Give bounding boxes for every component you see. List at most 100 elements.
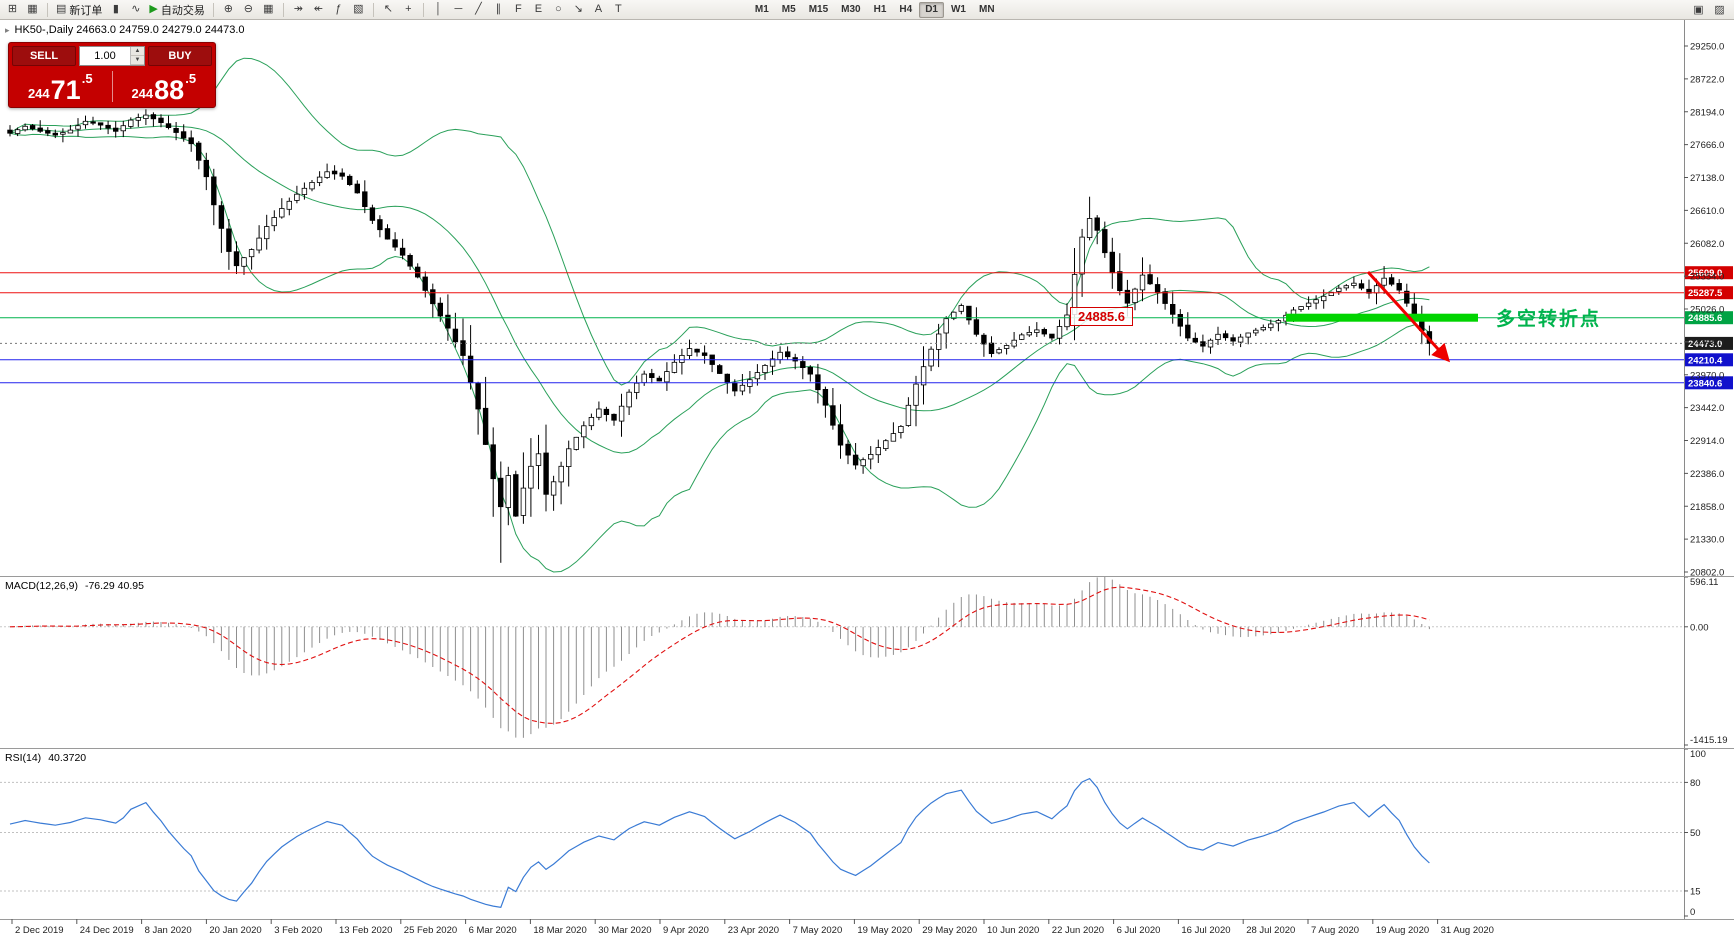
- profiles-button[interactable]: ▦: [23, 1, 42, 18]
- highlight-band[interactable]: [1286, 313, 1478, 322]
- arrows-button[interactable]: ↘: [569, 1, 588, 18]
- timeframe-h4-button[interactable]: H4: [893, 2, 918, 18]
- price-axis-label: 26082.0: [1690, 239, 1724, 250]
- macd-axis-label: 596.11: [1690, 577, 1718, 588]
- price-axis-label: 24498.0: [1690, 337, 1724, 348]
- sell-price[interactable]: 244 71.5: [27, 71, 93, 105]
- price-level-box[interactable]: 24885.6: [1070, 307, 1133, 326]
- zoom-out-button[interactable]: ⊖: [239, 1, 258, 18]
- time-axis-label: 8 Jan 2020: [145, 925, 192, 936]
- chart-line-button[interactable]: ∿: [126, 1, 145, 18]
- buy-price[interactable]: 244 88.5: [131, 71, 197, 105]
- time-axis-label: 19 Aug 2020: [1376, 925, 1429, 936]
- rsi-axis-label: 100: [1690, 749, 1706, 760]
- auto-scroll-button[interactable]: ↠: [289, 1, 308, 18]
- text-button[interactable]: A: [589, 1, 608, 18]
- timeframe-d1-button[interactable]: D1: [919, 1, 944, 18]
- vertical-line-icon: │: [434, 3, 442, 15]
- price-axis-label: 23442.0: [1690, 403, 1724, 414]
- vertical-line-button[interactable]: │: [429, 1, 448, 18]
- time-axis-label: 10 Jun 2020: [987, 925, 1039, 936]
- price-axis-label: 23970.0: [1690, 370, 1724, 381]
- price-badge-label: 25609.0: [1688, 268, 1722, 279]
- time-axis-label: 16 Jul 2020: [1181, 925, 1230, 936]
- text-icon: A: [594, 3, 603, 15]
- horizontal-line-icon: ─: [454, 3, 463, 15]
- trend-arrow[interactable]: [1366, 270, 1451, 363]
- time-axis[interactable]: 2 Dec 2019 24 Dec 2019 8 Jan 2020 20 Jan 20…: [11, 919, 1494, 936]
- time-axis-label: 6 Jul 2020: [1117, 925, 1161, 936]
- turning-point-label[interactable]: 多空转折点: [1496, 309, 1602, 330]
- timeframe-m15-button[interactable]: M15: [803, 2, 834, 18]
- time-axis-label: 7 May 2020: [793, 925, 843, 936]
- time-scale-area[interactable]: [0, 919, 1734, 941]
- price-scale-area[interactable]: [1684, 20, 1734, 919]
- macd-signal-line: [9, 586, 1430, 724]
- text-label-icon: T: [615, 3, 622, 15]
- rsi-label: RSI(14) 40.3720: [5, 752, 86, 764]
- new-chart-button[interactable]: ⊞: [3, 1, 22, 18]
- price-axis-label: 21858.0: [1690, 502, 1724, 513]
- rsi-indicator: [0, 777, 1684, 908]
- zoom-in-icon: ⊕: [223, 3, 233, 15]
- macd-label: MACD(12,26,9) -76.29 40.95: [5, 580, 144, 592]
- main-chart-area[interactable]: [0, 20, 1684, 575]
- price-badge: [1685, 336, 1733, 350]
- window-layout-icon[interactable]: ▣: [1689, 1, 1708, 18]
- price-badge-label: 24885.6: [1688, 313, 1722, 324]
- price-axis-label: 28194.0: [1690, 107, 1724, 118]
- sell-button[interactable]: SELL: [12, 46, 76, 66]
- timeframe-m1-button[interactable]: M1: [749, 2, 775, 18]
- chart-line-icon: ∿: [131, 3, 141, 15]
- new-chart-icon: ⊞: [7, 3, 18, 15]
- chart-shift-button[interactable]: ↞: [309, 1, 328, 18]
- elliott-button[interactable]: E: [529, 1, 548, 18]
- autotrading-button[interactable]: ▶ 自动交易: [146, 1, 207, 18]
- timeframe-m5-button[interactable]: M5: [776, 2, 802, 18]
- toolbar-separator: [422, 2, 424, 17]
- timeframe-mn-button[interactable]: MN: [973, 2, 1001, 18]
- chart-candles-button[interactable]: ▮: [106, 1, 125, 18]
- price-divider: [111, 71, 113, 102]
- price-axis[interactable]: 29250.0 28722.0 28194.0 27666.0 27138.0 26610…: [1684, 20, 1728, 919]
- time-axis-label: 6 Mar 2020: [469, 925, 517, 936]
- zoom-in-button[interactable]: ⊕: [219, 1, 238, 18]
- text-label-button[interactable]: T: [609, 1, 628, 18]
- macd-axis-label: 0.00: [1690, 622, 1709, 633]
- time-axis-label: 30 Mar 2020: [598, 925, 651, 936]
- price-badge: [1685, 311, 1733, 325]
- price-badge-label: 25287.5: [1688, 288, 1723, 299]
- timeframe-m30-button[interactable]: M30: [835, 2, 866, 18]
- tile-windows-button[interactable]: ▦: [259, 1, 278, 18]
- main-toolbar: ⊞ ▦ ▤ 新订单 ▮ ∿ ▶ 自动交易 ⊕ ⊖ ▦ ↠ ↞ ƒ ▧ ↖ + │ ─ ╱ ∥ F E ○ ↘ A T M1 M5 M15…: [0, 0, 1734, 20]
- templates-button[interactable]: ▧: [349, 1, 368, 18]
- buy-button[interactable]: BUY: [148, 46, 212, 66]
- price-badge-label: 24473.0: [1688, 339, 1722, 350]
- shapes-button[interactable]: ○: [549, 1, 568, 18]
- macd-panel-area[interactable]: [0, 577, 1684, 745]
- chart-properties-icon[interactable]: ▨: [1710, 1, 1729, 18]
- trendline-button[interactable]: ╱: [469, 1, 488, 18]
- zoom-out-icon: ⊖: [243, 3, 253, 15]
- time-axis-label: 22 Jun 2020: [1052, 925, 1104, 936]
- crosshair-button[interactable]: +: [399, 1, 418, 18]
- channel-button[interactable]: ∥: [489, 1, 508, 18]
- horizontal-line-button[interactable]: ─: [449, 1, 468, 18]
- profiles-icon: ▦: [27, 3, 38, 15]
- indicators-button[interactable]: ƒ: [329, 1, 348, 18]
- timeframe-w1-button[interactable]: W1: [945, 2, 972, 18]
- volume-down-button[interactable]: ▼: [131, 56, 144, 65]
- timeframe-h1-button[interactable]: H1: [868, 2, 893, 18]
- new-order-button[interactable]: ▤ 新订单: [53, 1, 105, 18]
- fibonacci-button[interactable]: F: [509, 1, 528, 18]
- price-axis-label: 29250.0: [1690, 42, 1724, 53]
- cursor-button[interactable]: ↖: [379, 1, 398, 18]
- volume-up-button[interactable]: ▲: [131, 47, 144, 56]
- time-axis-label: 28 Jul 2020: [1246, 925, 1295, 936]
- shapes-icon: ○: [555, 3, 562, 15]
- chart-info-line: ▸ HK50-,Daily 24663.0 24759.0 24279.0 24…: [5, 24, 245, 36]
- ohlc-info: HK50-,Daily 24663.0 24759.0 24279.0 2447…: [14, 24, 245, 36]
- volume-input[interactable]: [80, 47, 130, 65]
